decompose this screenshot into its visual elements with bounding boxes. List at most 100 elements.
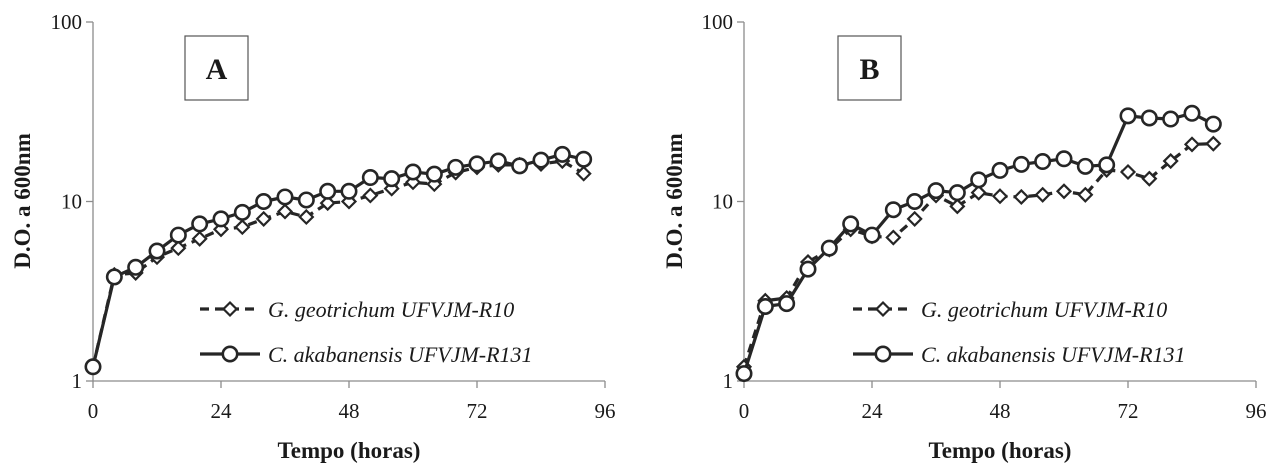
series-c-akabanensis-point [212,210,230,228]
series-g-geotrichum-point [170,240,187,257]
series-c-akabanensis-point [340,182,358,200]
series-c-akabanensis-point [169,226,187,244]
legend: G. geotrichum UFVJM-R10 C. akabanensis UF… [200,297,533,367]
series-g-geotrichum-point [885,229,902,246]
series-c-akabanensis-point [1034,153,1052,171]
series-c-akabanensis-point [383,170,401,188]
series-g-geotrichum-point [1141,170,1158,187]
y-tick-label: 10 [712,190,733,214]
series-g-geotrichum-point [1162,153,1179,170]
legend-key-marker [874,345,892,363]
series-c-akabanensis-point [511,157,529,175]
series-c-akabanensis-point [1098,156,1116,174]
series-g-geotrichum-point [991,188,1009,205]
series-c-akabanensis-point [105,268,123,286]
series-g-geotrichum-point [191,230,208,247]
series-g-geotrichum-point [1034,186,1051,203]
series-g-geotrichum-point [1013,188,1030,206]
legend-key [853,300,913,318]
panel-label-box [837,35,902,101]
series-c-akabanensis-point [575,150,593,168]
series-c-akabanensis-point [148,242,166,260]
y-tick-label: 1 [72,369,83,393]
series-c-akabanensis-point [297,191,315,209]
chart-panel-b: 1 10 100 0 24 48 72 96 Tempo (horas) D.O. a 600nm… [662,10,1267,463]
series-c-akabanensis-point [1162,110,1180,128]
x-tick-label: 96 [1246,399,1267,423]
series-c-akabanensis-point [489,152,507,170]
y-axis-title: D.O. a 600nm [10,133,35,268]
series-c-akabanensis-point [425,165,443,183]
x-axis-title: Tempo (horas) [929,438,1072,463]
series-c-akabanensis-point [1140,109,1158,127]
series-c-akabanensis-point [735,365,753,383]
x-tick-label: 48 [990,399,1011,423]
x-tick-label: 72 [467,399,488,423]
series-c-akabanensis-point [1204,115,1222,133]
series-c-akabanensis-line [742,111,1215,375]
legend-entry-label: G. geotrichum UFVJM-R10 [268,297,514,322]
series-g-geotrichum-point [906,210,923,227]
series-c-akabanensis-point [1076,157,1094,175]
y-axis-title: D.O. a 600nm [662,133,687,268]
series-c-akabanensis-point [1183,104,1201,122]
x-tick-label: 96 [595,399,616,423]
legend: G. geotrichum UFVJM-R10 C. akabanensis UF… [853,297,1186,367]
series-c-akabanensis-point [468,155,486,173]
legend-key [853,345,913,363]
series-c-akabanensis-point [906,193,924,211]
series-c-akabanensis-point [127,258,145,276]
y-tick-label: 1 [723,369,734,393]
y-tick-label: 100 [51,10,83,34]
series-g-geotrichum-point [575,165,592,182]
legend-key [200,300,260,318]
series-c-akabanensis-point [276,188,294,206]
series-c-akabanensis-point [799,260,817,278]
series-c-akabanensis-point [927,182,945,200]
series-g-geotrichum-point [1119,163,1137,181]
series-c-akabanensis-point [991,161,1009,179]
series-c-akabanensis-point [778,295,796,313]
series-g-geotrichum-point [298,208,315,226]
x-axis-title: Tempo (horas) [278,438,421,463]
legend-key-marker [221,300,239,318]
series-c-akabanensis-point [233,203,251,221]
legend-key-marker [221,345,239,363]
legend-entry-label: G. geotrichum UFVJM-R10 [921,297,1167,322]
series-g-geotrichum-point [276,203,294,220]
series-c-akabanensis-point [532,151,550,169]
series-c-akabanensis-point [319,182,337,200]
series-c-akabanensis-point [191,215,209,233]
series-g-geotrichum-point [1077,186,1094,203]
series-c-akabanensis-point [970,171,988,189]
panel-label-box [184,35,249,101]
series-c-akabanensis-point [404,163,422,181]
series-c-akabanensis-point [863,226,881,244]
series-g-geotrichum-point [970,184,987,201]
legend-key-marker [874,300,892,318]
series-g-geotrichum-point [1183,136,1201,153]
panel-label: B [859,53,879,86]
x-tick-label: 48 [339,399,360,423]
series-c-akabanensis-point [361,169,379,187]
panel-label: A [206,53,228,86]
series-g-geotrichum-point [949,198,966,215]
legend-entry-label: C. akabanensis UFVJM-R131 [921,342,1186,367]
series-g-geotrichum-point [255,210,272,227]
series-g-geotrichum-point [319,195,336,212]
series-c-akabanensis-point [884,201,902,219]
series-c-akabanensis-point [1119,107,1137,125]
series-c-akabanensis-point [756,298,774,316]
x-tick-label: 24 [211,399,233,423]
series-g-geotrichum-point [234,219,251,236]
x-tick-label: 0 [88,399,99,423]
series-c-akabanensis-point [842,215,860,233]
series-c-akabanensis-point [948,184,966,202]
series-c-akabanensis-point [1012,155,1030,173]
x-tick-label: 72 [1118,399,1139,423]
series-g-geotrichum-point [362,187,379,204]
series-g-geotrichum-point [1205,135,1222,152]
legend-key [200,345,260,363]
